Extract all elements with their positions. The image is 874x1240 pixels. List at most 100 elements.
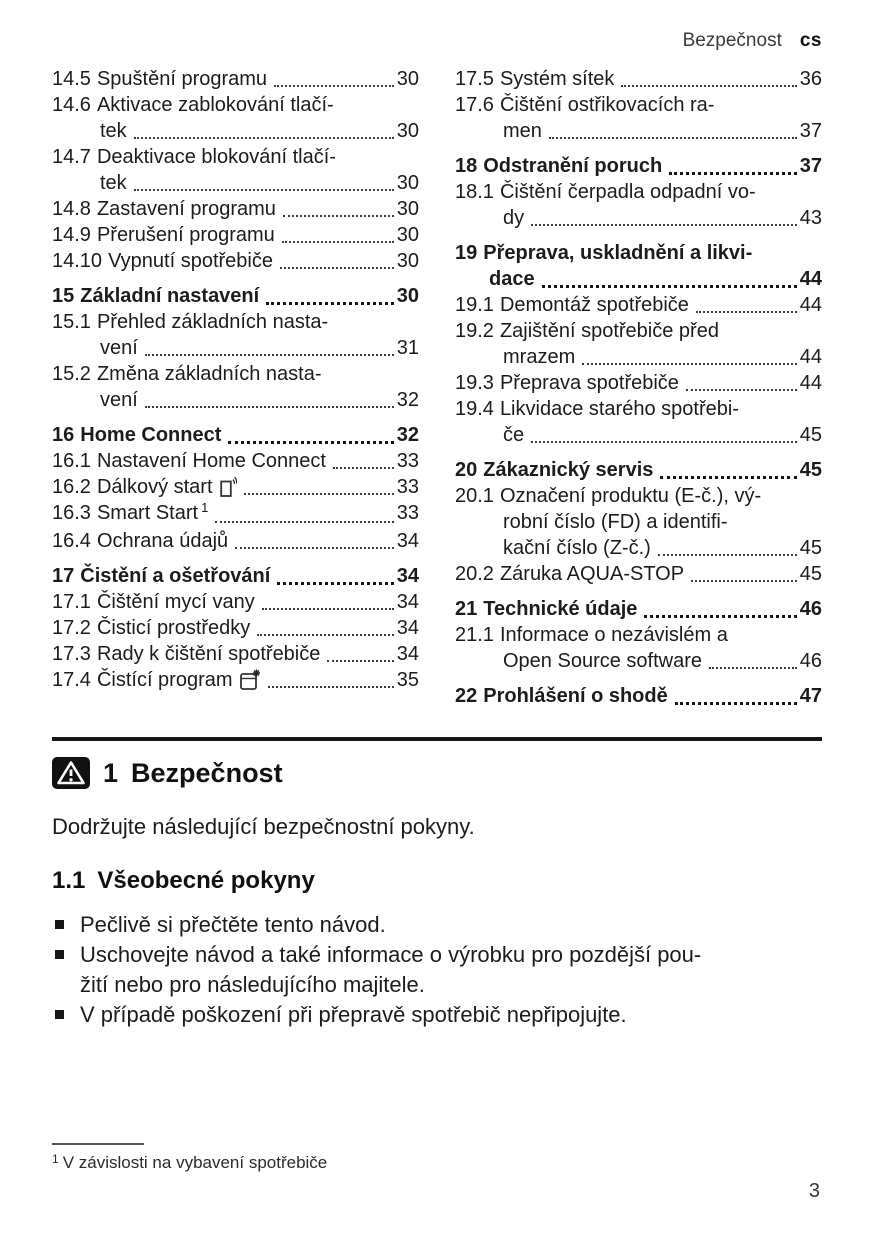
dot-leader <box>685 389 797 391</box>
toc-item: 20.1 Označení produktu (E-č.), vý- robní … <box>455 483 822 561</box>
toc-item-title: Přerušení programu <box>96 224 275 246</box>
dot-leader <box>133 137 394 139</box>
toc-item-title: Čisticí prostředky <box>96 617 251 639</box>
toc-item: 19.2 Zajištění spotřebiče před mrazem 44 <box>455 318 822 370</box>
subsection-heading: 1.1 Všeobecné pokyny <box>52 867 822 895</box>
toc-item-page: 30 <box>396 224 419 246</box>
section-1: 1 Bezpečnost Dodržujte následující bezpe… <box>52 757 822 1030</box>
section-number: 1 <box>103 757 119 788</box>
toc-item-title: Technické údaje <box>483 598 638 620</box>
toc-item-title: Přeprava spotřebiče <box>499 372 679 394</box>
toc-item-title: Záruka AQUA-STOP <box>499 563 685 585</box>
toc-item-number: 21.1 <box>455 624 494 646</box>
toc-item-title: Čištění ostřikovacích ra- <box>499 94 715 116</box>
toc-item: 17.2 Čisticí prostředky 34 <box>52 615 419 641</box>
dot-leader <box>261 608 394 610</box>
dot-leader <box>548 137 797 139</box>
toc-item-title: Deaktivace blokování tlačí- <box>96 146 336 168</box>
bullet-item: V případě poškození při přepravě spotřeb… <box>52 1000 822 1030</box>
toc-item-title-continued: Open Source software <box>503 650 702 672</box>
dot-leader <box>133 189 394 191</box>
toc-chapter-item: 17 Čistění a ošetřování 34 <box>52 563 419 589</box>
toc-item-number: 20 <box>455 459 478 481</box>
toc-item-number: 19.4 <box>455 398 494 420</box>
toc-item-number: 21 <box>455 598 478 620</box>
toc-item-title: Spuštění programu <box>96 68 268 90</box>
toc-item: 14.5 Spuštění programu 30 <box>52 66 419 92</box>
bullet-item: Pečlivě si přečtěte tento návod. <box>52 910 822 940</box>
warning-icon <box>52 757 90 789</box>
toc-item: 14.9 Přerušení programu 30 <box>52 222 419 248</box>
dot-leader <box>215 521 394 523</box>
header-section-title: Bezpečnost <box>682 30 782 51</box>
toc-item-title: Rady k čištění spotřebiče <box>96 643 321 665</box>
toc-item-page: 30 <box>396 172 419 194</box>
toc-item-number: 18.1 <box>455 181 494 203</box>
machine-care-icon <box>239 669 261 691</box>
toc-item-page: 34 <box>396 565 419 587</box>
toc-chapter-item: 19 Přeprava, uskladnění a likvi-dace 44 <box>455 240 822 292</box>
dot-leader <box>674 702 797 705</box>
toc-item-title: Odstranění poruch <box>483 155 663 177</box>
dot-leader <box>281 241 394 243</box>
toc-item-number: 15.2 <box>52 363 91 385</box>
toc-item-number: 14.8 <box>52 198 91 220</box>
toc-item-title: Zastavení programu <box>96 198 276 220</box>
toc-chapter-item: 21 Technické údaje 46 <box>455 596 822 622</box>
toc-item-title: Prohlášení o shodě <box>483 685 668 707</box>
toc-item-page: 37 <box>799 120 822 142</box>
page-number: 3 <box>808 1180 820 1202</box>
toc-item-page: 30 <box>396 285 419 307</box>
dot-leader <box>541 285 797 288</box>
dot-leader <box>274 85 394 87</box>
toc-item: 16.3 Smart Start 1 33 <box>52 500 419 528</box>
toc-item-page: 35 <box>396 669 419 691</box>
toc-item-title-continued: kační číslo (Z-č.) <box>503 537 651 559</box>
toc-item-title: Vypnutí spotřebiče <box>108 250 273 272</box>
remote-start-icon <box>219 476 237 498</box>
toc-item-title: Zákaznický servis <box>483 459 654 481</box>
toc-item-title-continued: tek <box>100 120 127 142</box>
toc-item-title-continued: dy <box>503 207 525 229</box>
toc-item: 16.4 Ochrana údajů 34 <box>52 528 419 554</box>
toc-item-page: 44 <box>799 372 822 394</box>
toc-item-page: 45 <box>799 563 822 585</box>
subsection-title: Všeobecné pokyny <box>97 867 315 894</box>
dot-leader <box>709 667 797 669</box>
bullet-square-icon <box>55 1010 64 1019</box>
toc-item-title-continued: če <box>503 424 525 446</box>
toc-chapter-item: 22 Prohlášení o shodě 47 <box>455 683 822 709</box>
toc-item-title: Základní nastavení <box>80 285 260 307</box>
toc-item: 17.3 Rady k čištění spotřebiče 34 <box>52 641 419 667</box>
toc-item-title-continued: men <box>503 120 542 142</box>
toc-item-number: 14.10 <box>52 250 103 272</box>
toc-item-number: 19.1 <box>455 294 494 316</box>
toc-item-title: Demontáž spotřebiče <box>499 294 689 316</box>
dot-leader <box>669 172 797 175</box>
dot-leader <box>621 85 797 87</box>
toc-item: 20.2 Záruka AQUA-STOP 45 <box>455 561 822 587</box>
toc-item-page: 30 <box>396 68 419 90</box>
dot-leader <box>257 634 394 636</box>
bullet-text: V případě poškození při přepravě spotřeb… <box>80 1002 627 1027</box>
toc-item-title: Smart Start <box>96 502 199 524</box>
toc-item-page: 46 <box>799 650 822 672</box>
toc-item-number: 17.4 <box>52 669 91 691</box>
toc-item-title: Nastavení Home Connect <box>96 450 326 472</box>
toc-item: 19.4 Likvidace starého spotřebi-če 45 <box>455 396 822 448</box>
bullet-square-icon <box>55 920 64 929</box>
toc-item-page: 34 <box>396 591 419 613</box>
toc-item: 21.1 Informace o nezávislém a Open Source … <box>455 622 822 674</box>
section-heading: 1 Bezpečnost <box>52 757 822 789</box>
toc-item-title: Systém sítek <box>499 68 615 90</box>
toc-item: 17.4 Čistící program 35 <box>52 667 419 693</box>
header-language-code: cs <box>799 30 822 51</box>
toc-item-number: 17.3 <box>52 643 91 665</box>
toc-item-page: 44 <box>799 346 822 368</box>
toc-item: 17.6 Čištění ostřikovacích ra-men 37 <box>455 92 822 144</box>
bullet-item: Uschovejte návod a také informace o výro… <box>52 940 822 1000</box>
dot-leader <box>657 554 797 556</box>
toc-chapter-item: 18 Odstranění poruch 37 <box>455 153 822 179</box>
